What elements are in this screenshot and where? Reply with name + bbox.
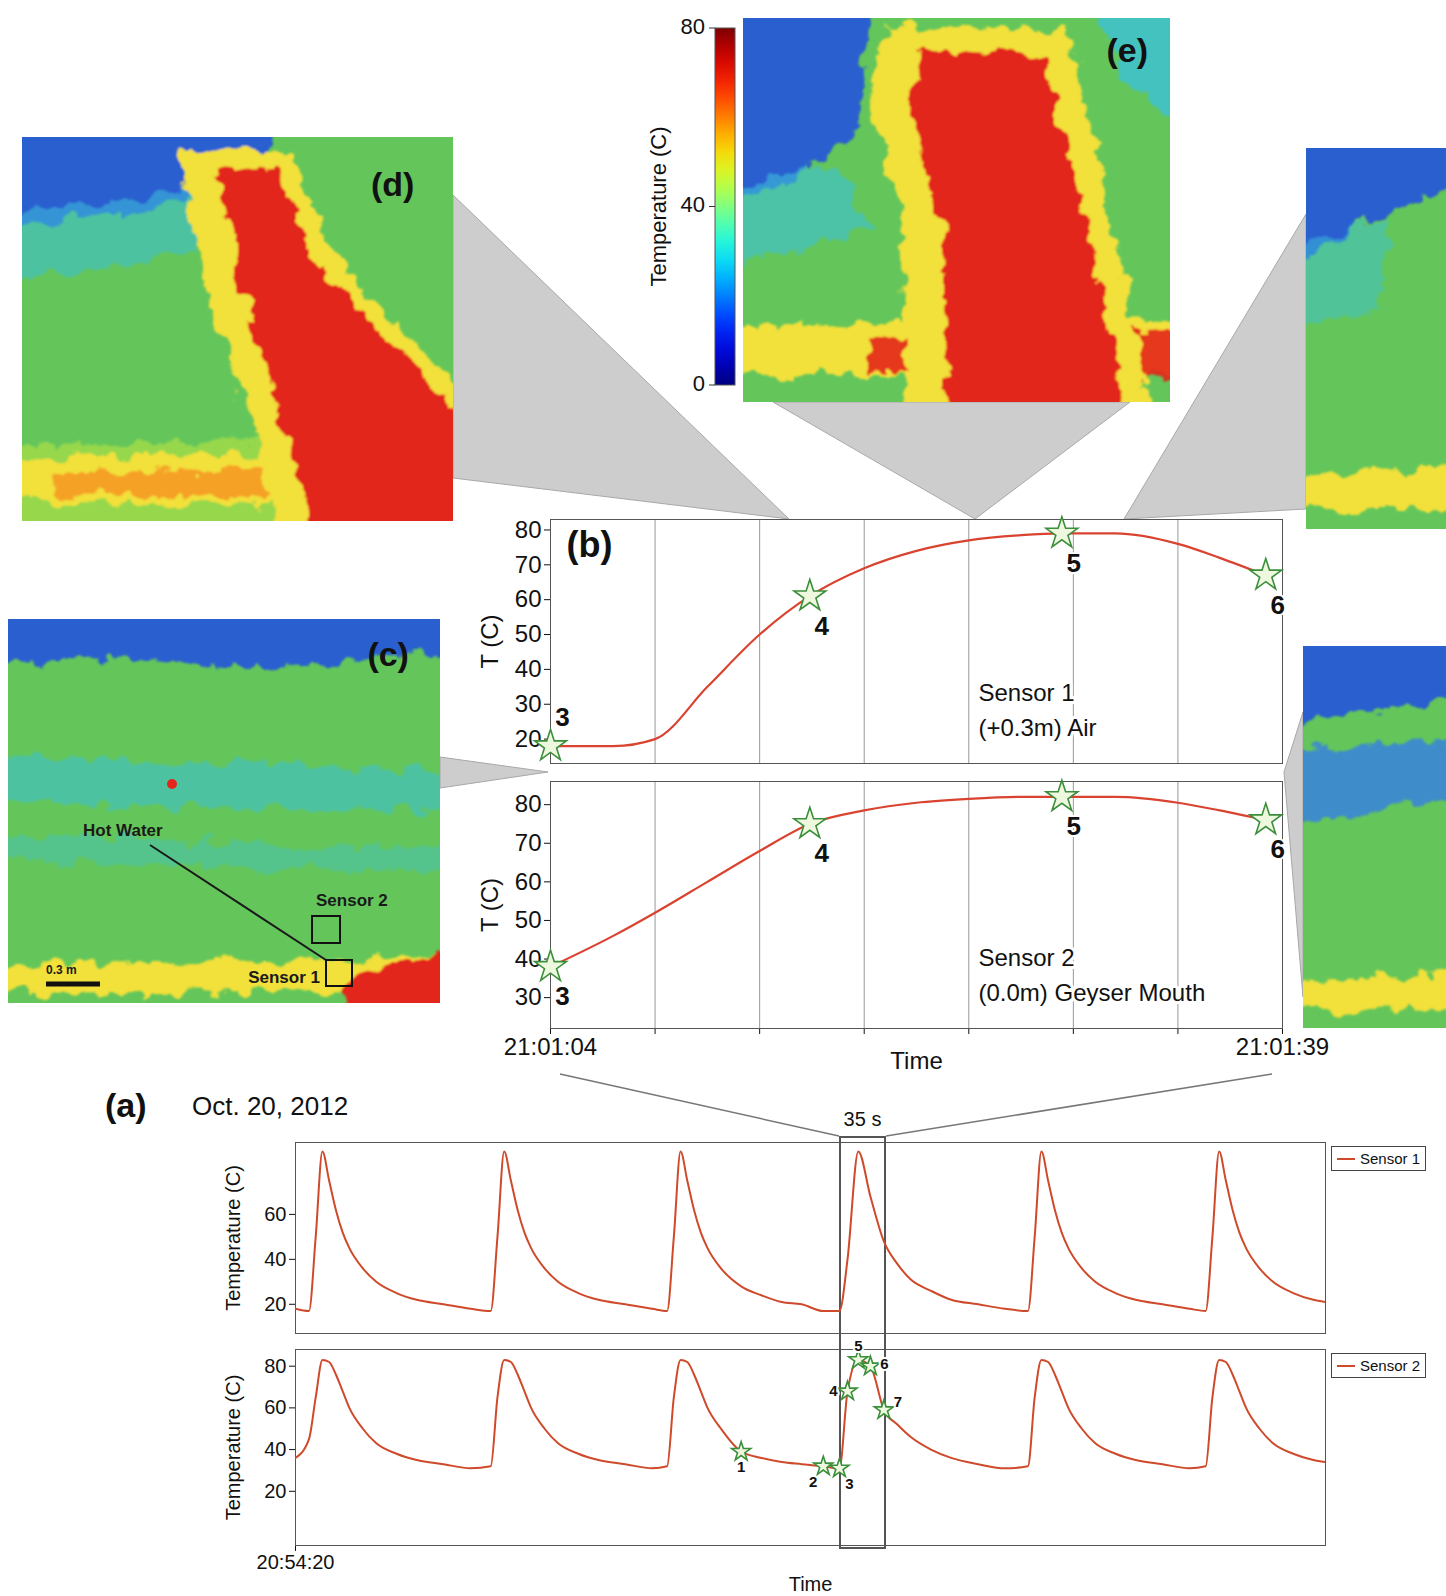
svg-text:T (C): T (C) bbox=[476, 878, 503, 932]
svg-text:60: 60 bbox=[264, 1203, 286, 1225]
svg-text:70: 70 bbox=[515, 829, 542, 856]
svg-text:Sensor 2: Sensor 2 bbox=[316, 891, 388, 910]
svg-text:21:01:04: 21:01:04 bbox=[504, 1033, 597, 1060]
svg-text:80: 80 bbox=[681, 14, 705, 39]
svg-text:4: 4 bbox=[815, 838, 830, 868]
svg-text:40: 40 bbox=[264, 1248, 286, 1270]
svg-text:6: 6 bbox=[880, 1355, 888, 1372]
svg-text:5: 5 bbox=[1067, 811, 1081, 841]
svg-text:1: 1 bbox=[737, 1458, 745, 1475]
svg-text:3: 3 bbox=[845, 1475, 853, 1492]
svg-text:40: 40 bbox=[681, 192, 705, 217]
svg-text:60: 60 bbox=[515, 868, 542, 895]
svg-text:Temperature (C): Temperature (C) bbox=[222, 1375, 244, 1521]
svg-text:5: 5 bbox=[1067, 548, 1081, 578]
svg-text:Temperature (C): Temperature (C) bbox=[222, 1165, 244, 1311]
svg-text:(c): (c) bbox=[367, 635, 409, 673]
html-text:Oct. 20, 2012: Oct. 20, 2012 bbox=[192, 1091, 349, 1121]
svg-text:4: 4 bbox=[815, 611, 830, 641]
svg-text:30: 30 bbox=[515, 690, 542, 717]
svg-text:20: 20 bbox=[515, 725, 542, 752]
svg-text:60: 60 bbox=[264, 1396, 286, 1418]
svg-text:70: 70 bbox=[515, 550, 542, 577]
svg-text:(d): (d) bbox=[371, 165, 414, 203]
svg-text:Temperature (C): Temperature (C) bbox=[646, 126, 671, 286]
html-text:35 s: 35 s bbox=[843, 1108, 882, 1130]
svg-text:20: 20 bbox=[264, 1293, 286, 1315]
svg-text:20:54:20: 20:54:20 bbox=[257, 1551, 335, 1573]
svg-text:40: 40 bbox=[264, 1438, 286, 1460]
svg-text:4: 4 bbox=[829, 1382, 838, 1399]
svg-text:6: 6 bbox=[1271, 834, 1285, 864]
svg-text:Time: Time bbox=[789, 1573, 833, 1595]
svg-text:2: 2 bbox=[809, 1473, 817, 1490]
svg-text:80: 80 bbox=[515, 790, 542, 817]
svg-text:40: 40 bbox=[515, 945, 542, 972]
svg-text:21:01:39: 21:01:39 bbox=[1236, 1033, 1329, 1060]
svg-text:60: 60 bbox=[515, 585, 542, 612]
svg-text:3: 3 bbox=[555, 702, 569, 732]
svg-text:30: 30 bbox=[515, 983, 542, 1010]
svg-text:(b): (b) bbox=[567, 524, 613, 565]
svg-text:80: 80 bbox=[264, 1355, 286, 1377]
svg-text:6: 6 bbox=[1271, 590, 1285, 620]
svg-text:Hot Water: Hot Water bbox=[83, 821, 163, 840]
svg-text:(e): (e) bbox=[1107, 31, 1149, 69]
svg-text:T (C): T (C) bbox=[476, 614, 503, 668]
svg-text:Time: Time bbox=[890, 1047, 942, 1074]
svg-text:0: 0 bbox=[693, 371, 705, 396]
svg-text:40: 40 bbox=[515, 655, 542, 682]
svg-text:5: 5 bbox=[854, 1337, 862, 1354]
svg-text:50: 50 bbox=[515, 906, 542, 933]
svg-text:Sensor 1(+0.3m) Air: Sensor 1(+0.3m) Air bbox=[979, 679, 1097, 741]
html-text:Sensor 1: Sensor 1 bbox=[1360, 1150, 1420, 1167]
html-text:(a): (a) bbox=[105, 1086, 147, 1124]
svg-text:80: 80 bbox=[515, 516, 542, 543]
svg-text:Sensor 1: Sensor 1 bbox=[248, 968, 320, 987]
svg-text:20: 20 bbox=[264, 1480, 286, 1502]
svg-text:7: 7 bbox=[894, 1393, 902, 1410]
svg-text:Sensor 2(0.0m) Geyser Mouth: Sensor 2(0.0m) Geyser Mouth bbox=[979, 944, 1206, 1006]
html-text:Sensor 2: Sensor 2 bbox=[1360, 1357, 1420, 1374]
svg-text:0.3 m: 0.3 m bbox=[46, 963, 77, 977]
svg-text:50: 50 bbox=[515, 620, 542, 647]
svg-text:3: 3 bbox=[555, 981, 569, 1011]
